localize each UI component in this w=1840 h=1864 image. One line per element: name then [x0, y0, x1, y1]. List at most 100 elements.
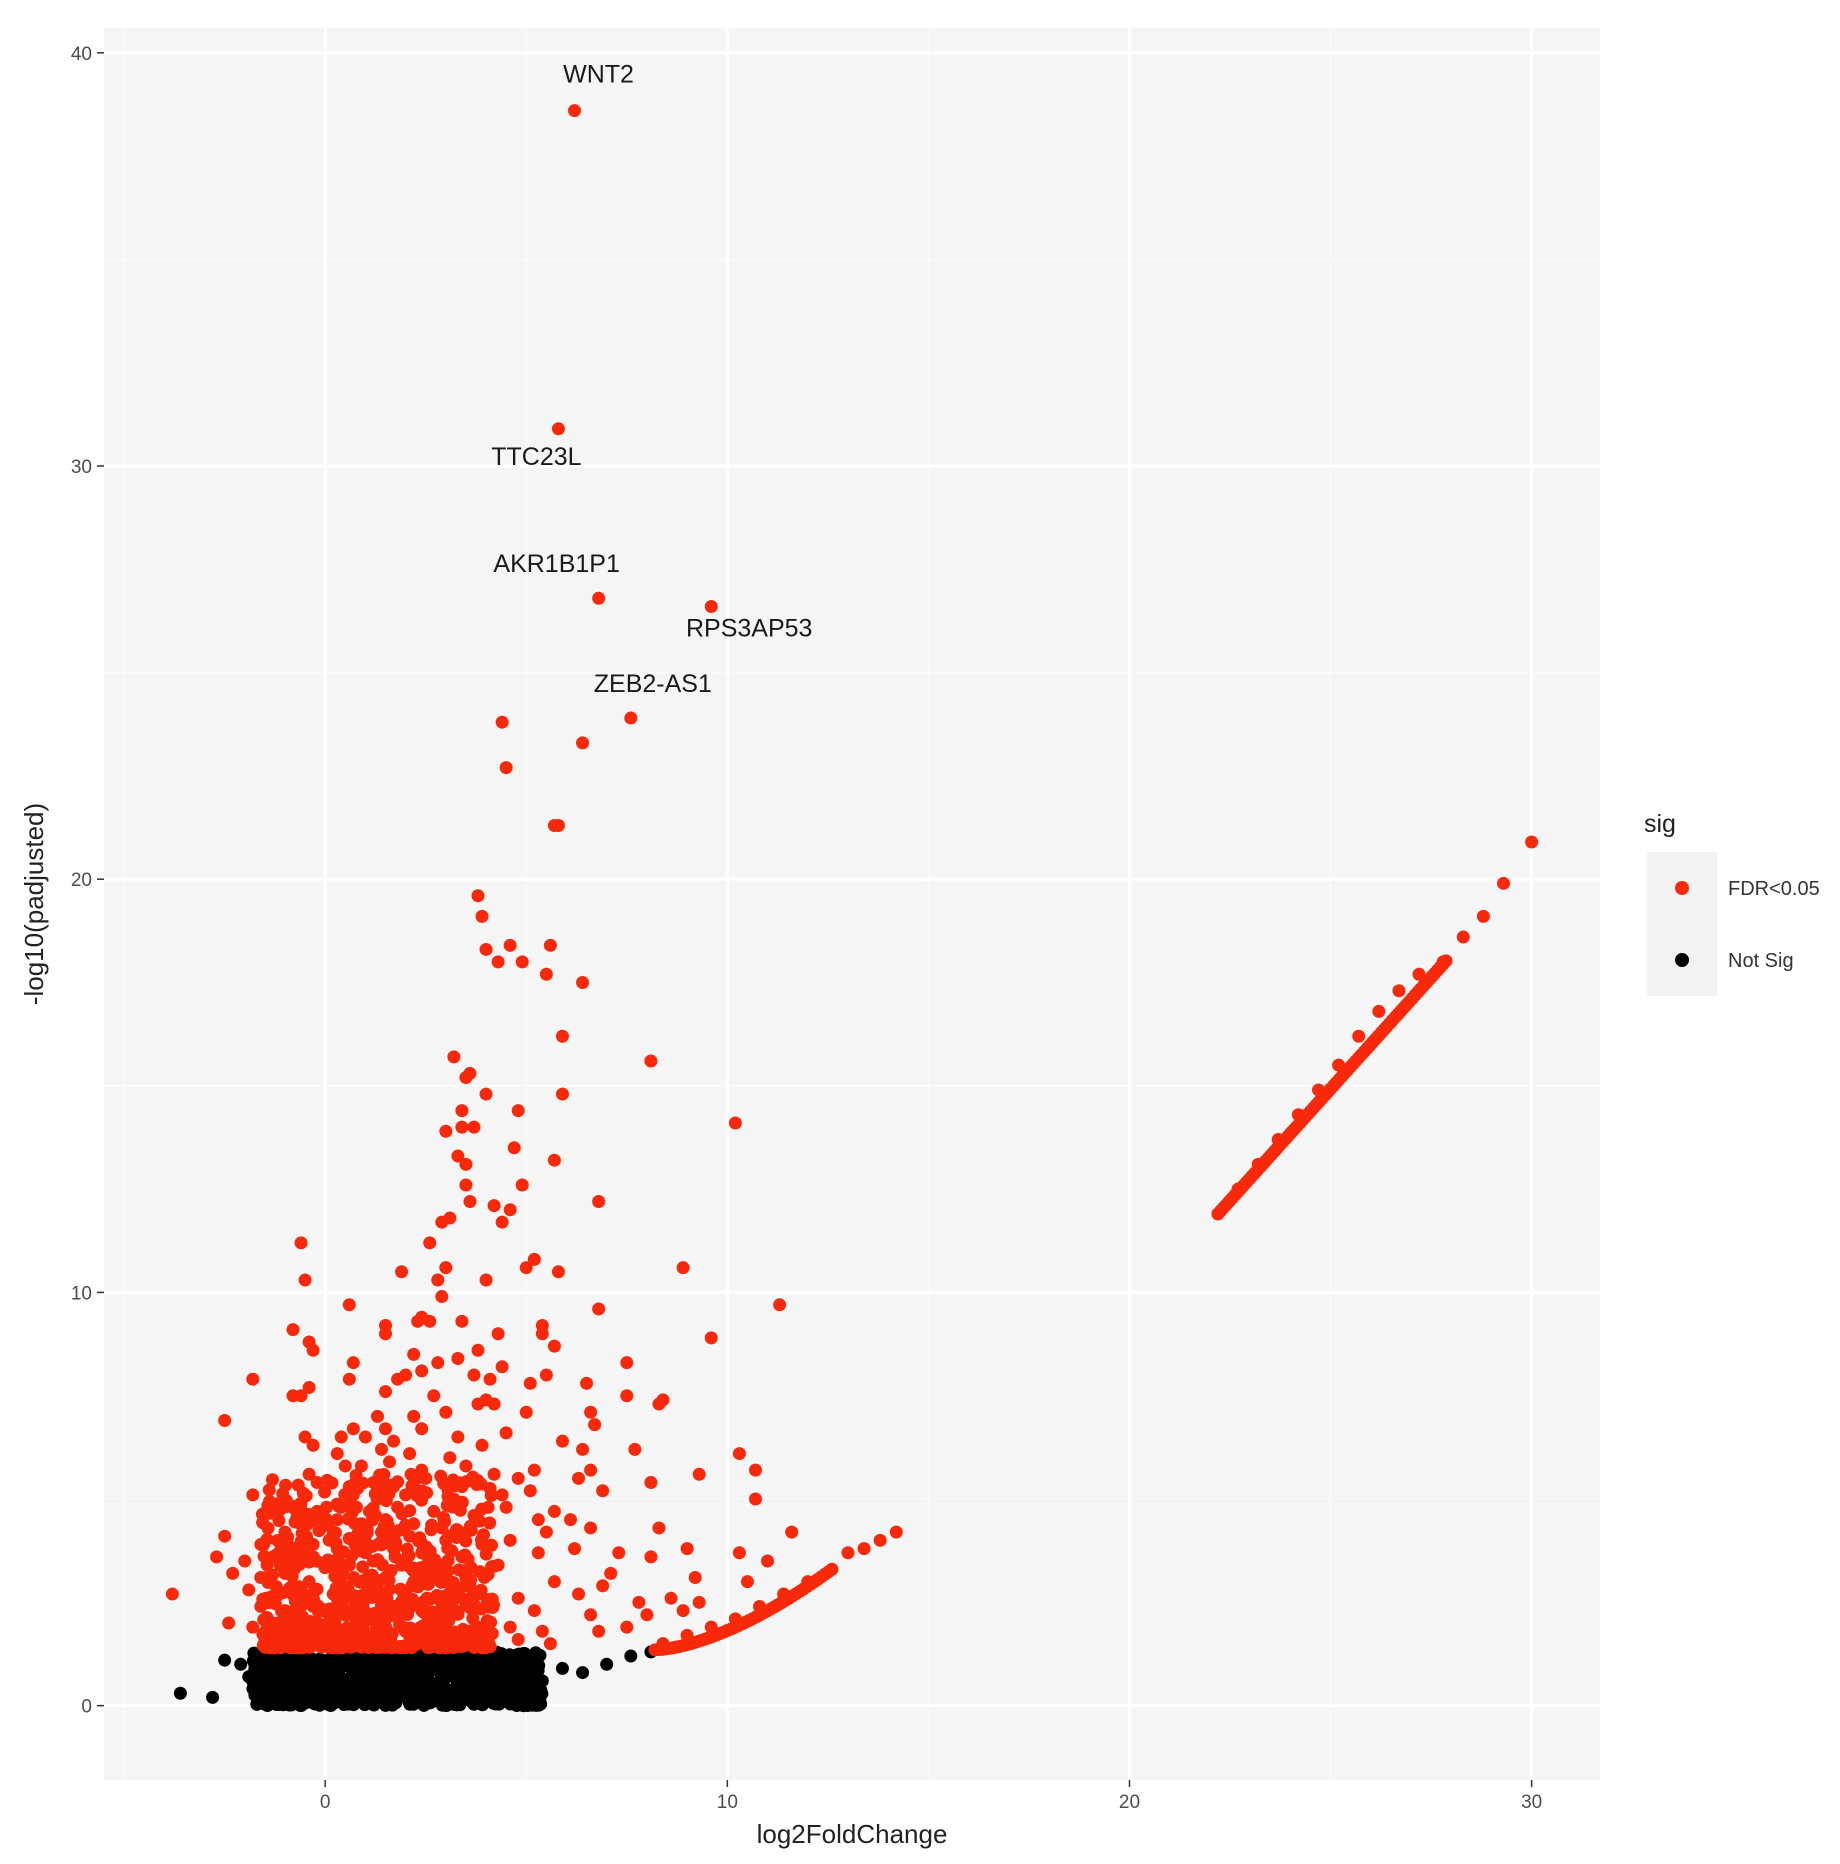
sig-point — [350, 1529, 364, 1543]
sig-point — [282, 1542, 296, 1556]
sig-point — [676, 1261, 690, 1275]
sig-point — [349, 1468, 363, 1482]
sig-point — [495, 715, 509, 729]
sig-point — [298, 1430, 312, 1444]
sig-point — [576, 976, 590, 990]
gene-label: AKR1B1P1 — [493, 550, 619, 578]
sig-point — [857, 1542, 871, 1556]
sig-point — [306, 1343, 320, 1357]
sig-point — [539, 967, 553, 981]
sig-point — [519, 1261, 533, 1275]
sig-point — [435, 1521, 449, 1535]
sig-point — [592, 1624, 606, 1638]
sig-point — [422, 1640, 436, 1654]
sig-point — [254, 1537, 268, 1551]
sig-point — [439, 1261, 453, 1275]
sig-point — [487, 1467, 501, 1481]
sig-point — [425, 1518, 439, 1532]
sig-point — [431, 1273, 445, 1287]
not-sig-point — [329, 1691, 343, 1705]
sig-point — [431, 1591, 445, 1605]
sig-point — [612, 1546, 626, 1560]
sig-point — [475, 1438, 489, 1452]
sig-point — [264, 1506, 278, 1520]
not-sig-point — [262, 1651, 276, 1665]
sig-point — [491, 1327, 505, 1341]
sig-point — [302, 1380, 316, 1394]
not-sig-point — [342, 1686, 356, 1700]
sig-point — [511, 1104, 525, 1118]
sig-point — [246, 1372, 260, 1386]
not-sig-point — [422, 1665, 436, 1679]
major-gridlines — [104, 28, 1600, 1780]
sig-point — [358, 1575, 372, 1589]
not-sig-point — [465, 1660, 479, 1674]
sig-point — [519, 1405, 533, 1419]
sig-point — [443, 1211, 457, 1225]
sig-point — [652, 1397, 666, 1411]
sig-point — [379, 1422, 393, 1436]
sig-point — [362, 1504, 376, 1518]
not-sig-point — [242, 1670, 256, 1684]
not-sig-point — [284, 1688, 298, 1702]
legend-label-fdr: FDR<0.05 — [1728, 878, 1820, 900]
sig-point — [688, 1571, 702, 1585]
sig-point — [342, 1372, 356, 1386]
sig-point — [278, 1566, 292, 1580]
sig-point — [463, 1195, 477, 1209]
sig-point — [551, 818, 565, 832]
sig-point — [503, 1203, 517, 1217]
x-tick-label: 10 — [717, 1792, 738, 1813]
sig-point — [270, 1587, 284, 1601]
sig-point — [374, 1442, 388, 1456]
sig-point — [471, 889, 485, 903]
sig-point — [246, 1620, 260, 1634]
sig-point — [455, 1480, 469, 1494]
sig-point — [676, 1604, 690, 1618]
sig-point — [395, 1558, 409, 1572]
sig-point — [1436, 955, 1450, 969]
not-sig-point — [350, 1661, 364, 1675]
sig-point — [310, 1504, 324, 1518]
sig-point — [387, 1599, 401, 1613]
not-sig-point — [260, 1698, 274, 1712]
sig-point — [395, 1265, 409, 1279]
y-tick-label: 30 — [71, 457, 92, 478]
sig-point — [1456, 930, 1470, 944]
sig-point — [555, 1029, 569, 1043]
sig-point — [576, 1442, 590, 1456]
sig-point — [511, 1471, 525, 1485]
sig-point — [459, 1459, 473, 1473]
sig-point — [399, 1624, 413, 1638]
not-sig-point — [234, 1657, 248, 1671]
sig-point — [326, 1525, 340, 1539]
sig-point — [463, 1579, 477, 1593]
not-sig-point — [495, 1682, 509, 1696]
sig-point — [238, 1554, 252, 1568]
not-sig-point — [254, 1678, 268, 1692]
sig-point — [262, 1483, 276, 1497]
sig-point — [1412, 967, 1426, 981]
sig-point — [427, 1620, 441, 1634]
not-sig-point — [488, 1696, 502, 1710]
sig-point — [1291, 1108, 1305, 1122]
sig-point — [640, 1608, 654, 1622]
sig-point — [210, 1550, 224, 1564]
sig-point — [467, 1509, 481, 1523]
sig-point — [692, 1595, 706, 1609]
sig-point — [403, 1504, 417, 1518]
sig-point — [265, 1473, 279, 1487]
gene-label: TTC23L — [491, 443, 581, 471]
sig-point — [298, 1529, 312, 1543]
sig-point — [377, 1468, 391, 1482]
y-tick-label: 20 — [71, 870, 92, 891]
not-sig-point — [519, 1665, 533, 1679]
sig-point — [473, 1565, 487, 1579]
sig-point — [1311, 1083, 1325, 1097]
sig-point — [1496, 876, 1510, 890]
x-tick-label: 20 — [1119, 1792, 1140, 1813]
sig-point — [354, 1637, 368, 1651]
sig-point — [427, 1504, 441, 1518]
sig-point — [499, 1500, 513, 1514]
sig-point — [439, 1633, 453, 1647]
